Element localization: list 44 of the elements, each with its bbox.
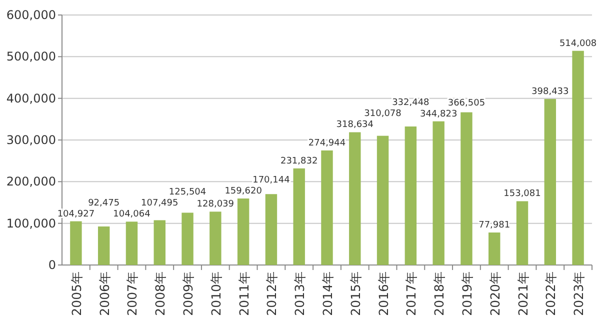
- y-tick-label: 500,000: [6, 50, 56, 64]
- data-label: 170,144: [252, 176, 290, 186]
- x-tick-label: 2017年: [404, 271, 419, 316]
- data-label: 107,495: [141, 198, 178, 209]
- x-tick-label: 2023年: [571, 271, 586, 316]
- data-label: 153,081: [504, 189, 541, 200]
- data-label: 159,620: [224, 186, 262, 196]
- y-tick-label: 200,000: [6, 174, 56, 189]
- x-tick-label: 2013年: [292, 271, 308, 316]
- x-tick-label: 2011年: [236, 271, 252, 316]
- data-label: 310,078: [364, 109, 402, 120]
- data-label: 332,448: [392, 98, 430, 108]
- data-label: 92,475: [88, 198, 120, 208]
- x-tick-label: 2020年: [487, 271, 502, 316]
- x-tick-label: 2016年: [376, 271, 391, 316]
- y-tick-label: 300,000: [6, 133, 56, 147]
- data-label: 125,504: [168, 188, 206, 198]
- y-tick-label: 100,000: [6, 216, 56, 230]
- x-tick-label: 2008年: [152, 271, 168, 316]
- y-tick-label: 0: [48, 258, 56, 272]
- data-label: 77,981: [478, 220, 510, 230]
- x-tick-label: 2014年: [320, 271, 335, 316]
- x-tick-label: 2019年: [459, 271, 474, 316]
- data-label: 274,944: [308, 138, 346, 148]
- x-tick-label: 2007年: [124, 271, 140, 316]
- data-label: 231,832: [280, 156, 318, 166]
- data-label: 104,064: [113, 210, 150, 220]
- x-tick-label: 2022年: [543, 271, 558, 316]
- data-label: 366,505: [448, 98, 486, 108]
- x-tick-label: 2006年: [96, 271, 112, 316]
- data-label: 318,634: [336, 120, 374, 130]
- y-tick-label: 600,000: [6, 8, 56, 22]
- x-tick-label: 2018年: [432, 271, 447, 316]
- x-tick-label: 2010年: [208, 271, 224, 316]
- data-label: 398,433: [532, 86, 569, 97]
- data-label: 344,823: [420, 109, 458, 120]
- x-tick-label: 2009年: [180, 271, 196, 316]
- x-tick-label: 2012年: [264, 271, 280, 316]
- x-tick-label: 2015年: [348, 271, 363, 316]
- x-tick-label: 2021年: [515, 271, 530, 316]
- x-tick-label: 2005年: [68, 271, 84, 316]
- data-label: 514,008: [559, 38, 597, 49]
- y-tick-label: 400,000: [6, 91, 56, 106]
- data-label: 128,039: [196, 200, 234, 210]
